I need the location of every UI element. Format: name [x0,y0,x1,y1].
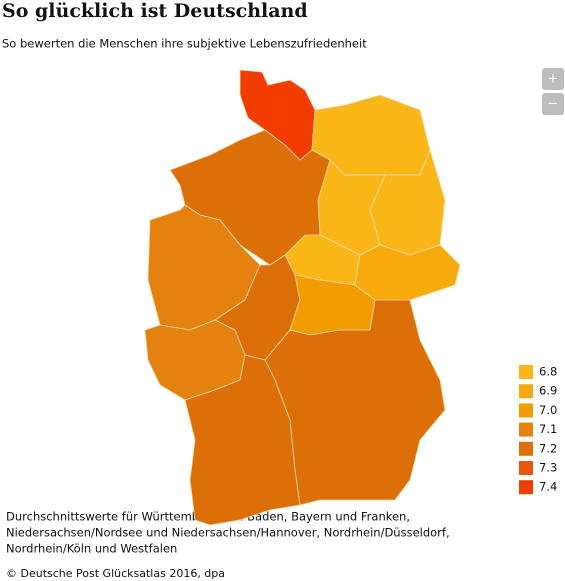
note-line: Nordrhein/Köln und Westfalen [6,542,177,556]
title: So glücklich ist Deutschland [2,0,308,22]
zoom-in-label[interactable]: + [548,72,559,87]
legend-swatch [519,384,533,399]
subtitle: So bewerten die Menschen ihre subjektive… [2,37,367,51]
legend-label: 7.2 [539,441,557,455]
source: © Deutsche Post Glücksatlas 2016, dpa [6,567,225,580]
legend-swatch [519,422,533,437]
zoom-in[interactable]: + [542,68,564,90]
legend-label: 7.3 [539,461,557,475]
zoom-out-label[interactable]: − [548,97,559,112]
legend-label: 6.9 [539,384,557,398]
legend-swatch [519,365,533,379]
region [184,354,301,526]
legend-swatch [519,461,533,475]
legend-label: 7.0 [539,403,557,417]
legend-swatch [519,403,533,418]
note-line: Niedersachsen/Nordsee und Niedersachsen/… [6,526,450,540]
legend-label: 6.8 [539,365,557,379]
legend-label: 7.1 [539,422,557,436]
zoom-out[interactable]: − [542,93,564,115]
legend-label: 7.4 [539,480,557,494]
legend-swatch [519,441,533,456]
legend-swatch [519,480,533,495]
